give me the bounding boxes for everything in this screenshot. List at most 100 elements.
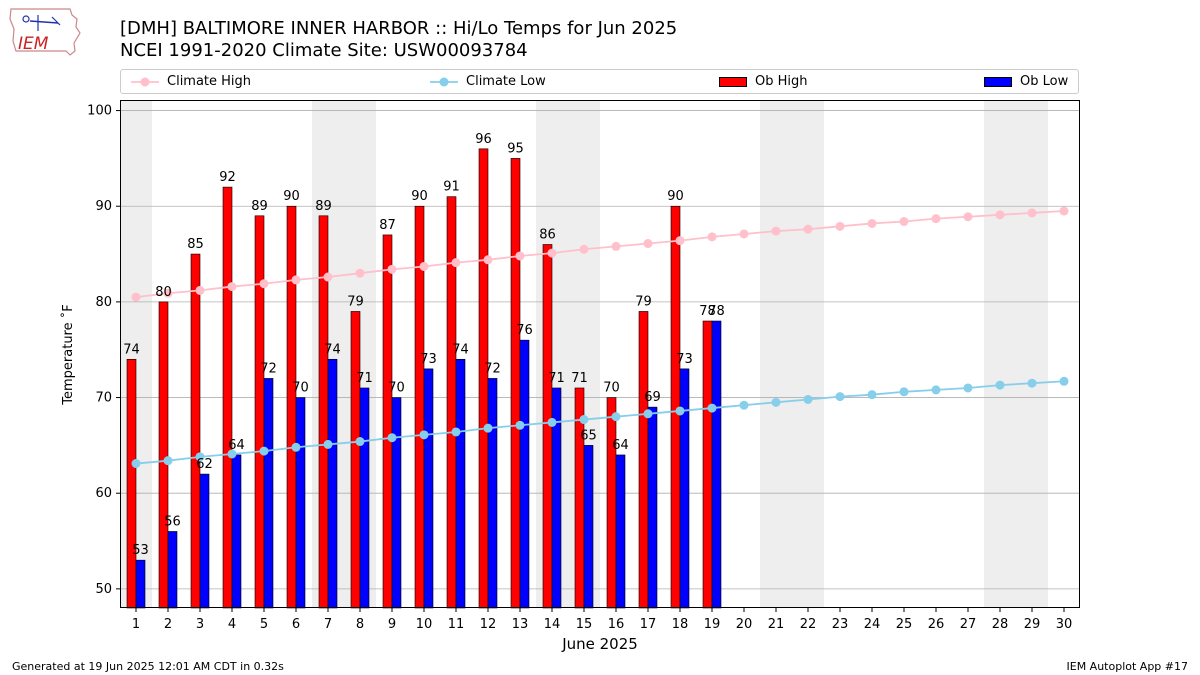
logo-text: IEM xyxy=(18,34,49,54)
x-tick-label: 19 xyxy=(704,617,721,632)
climate-low-point xyxy=(483,423,493,433)
plot-frame xyxy=(120,100,1080,608)
ob-high-value-label: 79 xyxy=(347,294,364,309)
x-tick-label: 3 xyxy=(196,617,204,632)
y-tick-label: 90 xyxy=(95,199,112,214)
x-tick-label: 24 xyxy=(864,617,881,632)
climate-high-point xyxy=(611,241,621,251)
climate-low-line xyxy=(135,380,1065,465)
climate-low-point xyxy=(643,409,653,419)
climate-low-point xyxy=(323,439,333,449)
x-tick-label: 8 xyxy=(356,617,364,632)
x-tick-label: 11 xyxy=(448,617,465,632)
climate-low-point xyxy=(1059,376,1069,386)
ob-high-bar xyxy=(254,215,265,609)
x-tick-label: 14 xyxy=(544,617,561,632)
footer-app: IEM Autoplot App #17 xyxy=(1066,660,1189,673)
ob-high-bar xyxy=(222,186,233,609)
climate-high-point xyxy=(419,261,429,271)
ob-low-bar xyxy=(487,378,498,609)
climate-high-point xyxy=(803,224,813,234)
ob-high-bar xyxy=(126,358,137,609)
climate-high-point xyxy=(387,264,397,274)
ob-high-legend-swatch xyxy=(719,76,747,87)
climate-high-point xyxy=(227,282,237,292)
ob-low-value-label: 78 xyxy=(708,304,725,319)
ob-high-value-label: 96 xyxy=(475,132,492,147)
ob-high-value-label: 70 xyxy=(603,381,620,396)
y-tick-label: 60 xyxy=(95,486,112,501)
ob-low-value-label: 65 xyxy=(580,428,597,443)
legend-item-ob-low: Ob Low xyxy=(984,70,1068,93)
y-axis-label: Temperature ˚F xyxy=(60,304,76,405)
weekend-band xyxy=(792,101,824,608)
climate-high-point xyxy=(931,214,941,224)
climate-low-point xyxy=(803,394,813,404)
ob-low-bar xyxy=(391,397,402,609)
climate-high-point xyxy=(259,279,269,289)
x-tick-label: 5 xyxy=(260,617,268,632)
x-tick-label: 18 xyxy=(672,617,689,632)
legend-item-climate-high: Climate High xyxy=(131,70,251,93)
ob-low-bar xyxy=(615,454,626,609)
weekend-band xyxy=(1016,101,1048,608)
climate-high-point xyxy=(739,229,749,239)
x-tick-label: 2 xyxy=(164,617,172,632)
ob-low-bar xyxy=(263,378,274,609)
ob-low-value-label: 73 xyxy=(420,352,437,367)
ob-high-bar xyxy=(446,196,457,609)
ob-high-bar xyxy=(510,158,521,609)
ob-low-bar xyxy=(199,473,210,609)
weekend-band xyxy=(760,101,792,608)
climate-low-point xyxy=(515,420,525,430)
ob-high-value-label: 78 xyxy=(699,304,716,319)
ob-high-bar xyxy=(638,311,649,609)
ob-low-value-label: 70 xyxy=(292,381,309,396)
x-tick-label: 16 xyxy=(608,617,625,632)
x-tick-label: 30 xyxy=(1056,617,1073,632)
x-tick-label: 4 xyxy=(228,617,236,632)
climate-low-point xyxy=(771,397,781,407)
legend-item-ob-high: Ob High xyxy=(719,70,808,93)
climate-high-legend-marker xyxy=(131,77,159,86)
climate-low-point xyxy=(1027,378,1037,388)
ob-low-legend-swatch xyxy=(984,76,1012,87)
climate-low-point xyxy=(899,387,909,397)
y-tick-label: 70 xyxy=(95,391,112,406)
ob-high-value-label: 86 xyxy=(539,227,556,242)
climate-low-point xyxy=(291,442,301,452)
x-tick-label: 20 xyxy=(736,617,753,632)
x-tick-label: 17 xyxy=(640,617,657,632)
ob-high-value-label: 74 xyxy=(123,342,140,357)
x-tick-label: 21 xyxy=(768,617,785,632)
ob-high-value-label: 71 xyxy=(571,371,588,386)
climate-low-point xyxy=(835,392,845,402)
climate-low-point xyxy=(259,446,269,456)
climate-high-point xyxy=(771,226,781,236)
ob-low-bar xyxy=(295,397,306,609)
legend-label-climate-low: Climate Low xyxy=(466,74,546,89)
climate-low-point xyxy=(739,400,749,410)
ob-low-bar xyxy=(327,358,338,609)
x-tick-label: 25 xyxy=(896,617,913,632)
climate-high-point xyxy=(515,251,525,261)
chart-title: [DMH] BALTIMORE INNER HARBOR :: Hi/Lo Te… xyxy=(120,18,678,39)
climate-low-point xyxy=(163,456,173,466)
y-tick-label: 50 xyxy=(95,582,112,597)
ob-high-bar xyxy=(190,253,201,609)
legend-label-climate-high: Climate High xyxy=(167,74,252,89)
climate-low-point xyxy=(931,385,941,395)
legend-item-climate-low: Climate Low xyxy=(430,70,546,93)
climate-low-legend-marker xyxy=(430,77,458,86)
climate-high-point xyxy=(323,272,333,282)
climate-low-point xyxy=(355,437,365,447)
climate-low-point xyxy=(419,430,429,440)
climate-high-point xyxy=(483,255,493,265)
climate-low-point xyxy=(611,412,621,422)
x-tick-label: 12 xyxy=(480,617,497,632)
ob-high-value-label: 92 xyxy=(219,170,236,185)
climate-high-point xyxy=(547,248,557,258)
iem-logo: IEM xyxy=(8,5,82,63)
ob-low-value-label: 70 xyxy=(388,381,405,396)
